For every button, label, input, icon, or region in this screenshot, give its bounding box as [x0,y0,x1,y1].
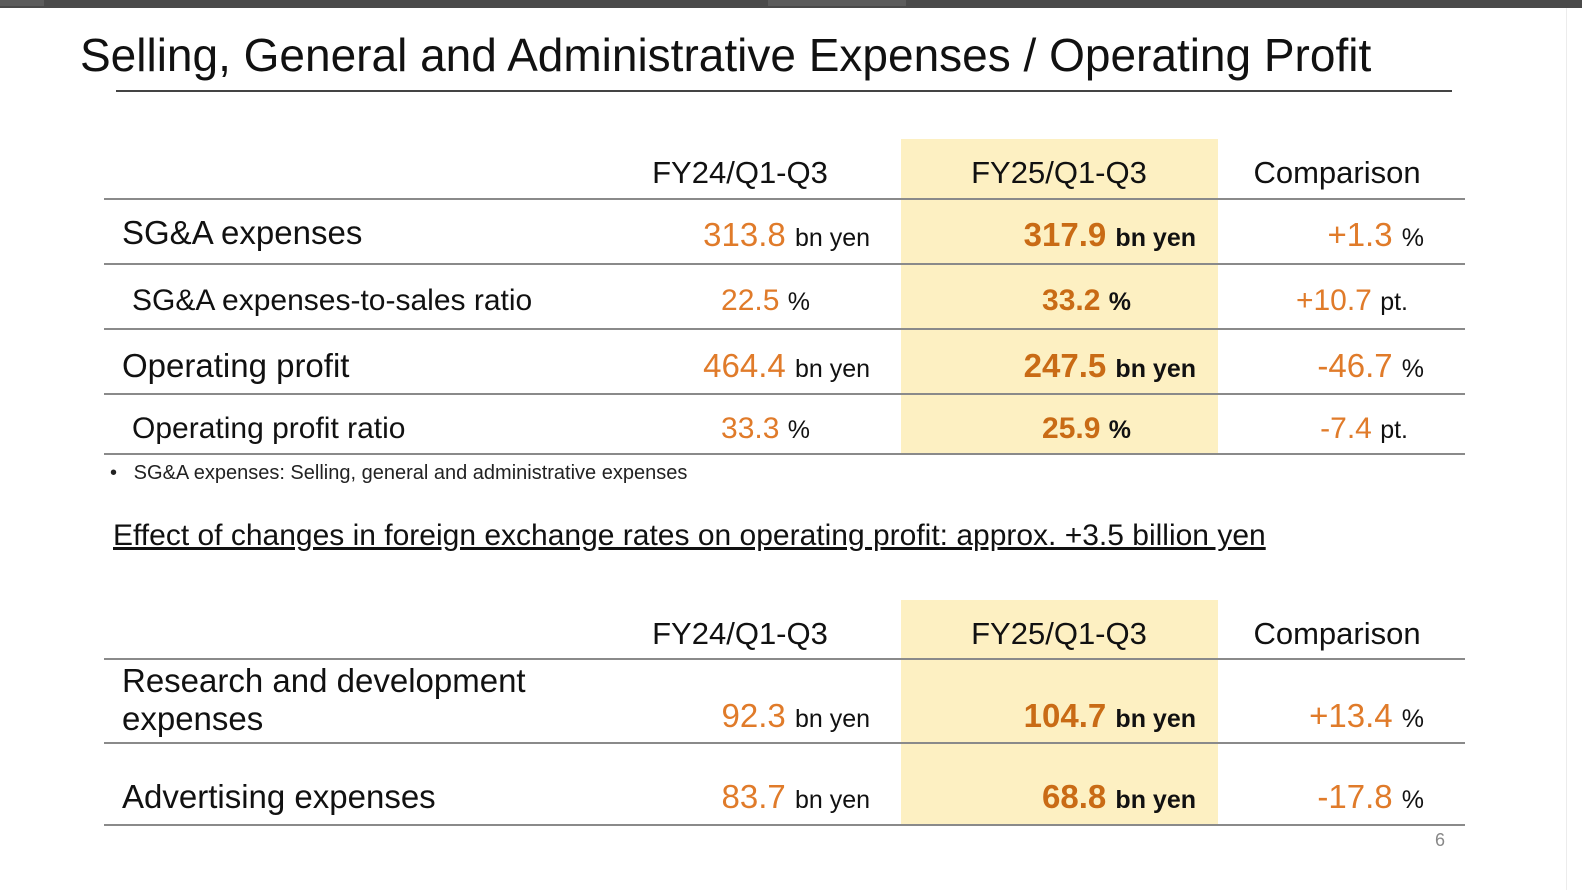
row-label: SG&A expenses-to-sales ratio [132,284,533,317]
footnote: • SG&A expenses: Selling, general and ad… [110,462,688,484]
window-top-bar [0,0,1582,8]
row-label: SG&A expenses [122,214,363,251]
cmp-unit: pt. [1380,288,1408,316]
table-rule [104,393,1465,395]
fy25-value: 317.9 [1023,216,1107,253]
fy25-cell: 33.2 % [901,281,1131,322]
fy24-cell: 83.7 bn yen [574,777,870,820]
comparison-cell: +10.7 pt. [1224,281,1408,322]
fx-effect-note: Effect of changes in foreign exchange ra… [113,519,1266,552]
cmp-value: -7.4 [1320,412,1372,445]
cmp-value: -46.7 [1317,347,1393,384]
header-fy25: FY25/Q1-Q3 [971,155,1147,190]
cmp-unit: pt. [1380,416,1408,444]
header-comparison: Comparison [1253,616,1421,651]
top-bar-tab [0,0,44,6]
fy25-unit: bn yen [1115,355,1196,383]
comparison-cell: +13.4 % [1224,696,1424,739]
cmp-unit: % [1401,224,1424,252]
fy25-highlight-column [901,600,1218,826]
fy25-value: 247.5 [1023,347,1107,384]
comparison-cell: -46.7 % [1224,346,1424,389]
table-row: SG&A expenses-to-sales ratio 22.5 % 33.2… [104,265,1465,328]
table-rule [104,824,1465,826]
fy24-value: 464.4 [703,347,786,384]
fy25-cell: 25.9 % [901,409,1131,450]
cmp-unit: % [1401,786,1424,814]
page-title: Selling, General and Administrative Expe… [80,29,1372,81]
table-row: Advertising expenses 83.7 bn yen 68.8 bn… [104,744,1465,824]
fy24-unit: bn yen [794,705,870,733]
fy24-unit: % [787,416,810,444]
row-label-line2: expenses [122,700,264,737]
cmp-value: +13.4 [1309,697,1393,734]
top-bar-tab [768,0,906,6]
cmp-value: +1.3 [1327,216,1393,253]
page-number: 6 [1435,830,1446,850]
sga-table: FY24/Q1-Q3 FY25/Q1-Q3 Comparison SG&A ex… [104,139,1465,455]
expenses-table: FY24/Q1-Q3 FY25/Q1-Q3 Comparison Researc… [104,600,1465,826]
comparison-cell: +1.3 % [1224,215,1424,258]
cmp-unit: % [1401,355,1424,383]
fy24-unit: bn yen [794,224,870,252]
fy25-unit: bn yen [1115,224,1196,252]
cmp-unit: % [1401,705,1424,733]
table-row: Research and development expenses 92.3 b… [104,660,1465,742]
fy24-cell: 22.5 % [574,281,810,322]
table-rule [104,453,1465,455]
table-row: Operating profit 464.4 bn yen 247.5 bn y… [104,330,1465,393]
footnote-text: SG&A expenses: Selling, general and admi… [133,462,688,484]
fy25-highlight-column [901,139,1218,455]
table-rule [104,328,1465,330]
table-header: FY24/Q1-Q3 FY25/Q1-Q3 Comparison [104,139,1465,199]
fy25-value: 33.2 [1042,284,1101,317]
header-comparison: Comparison [1253,155,1421,190]
fy24-value: 92.3 [721,697,786,734]
comparison-cell: -17.8 % [1224,777,1424,820]
fy25-unit: bn yen [1115,705,1196,733]
fy25-cell: 317.9 bn yen [901,215,1196,258]
fy24-value: 313.8 [703,216,786,253]
fy24-cell: 92.3 bn yen [574,696,870,739]
header-fy24: FY24/Q1-Q3 [652,616,828,651]
fy25-cell: 247.5 bn yen [901,346,1196,389]
fy25-value: 25.9 [1042,412,1101,445]
fy25-unit: % [1108,416,1131,444]
cmp-value: -17.8 [1317,778,1393,815]
header-fy24: FY24/Q1-Q3 [652,155,828,190]
fy24-cell: 33.3 % [574,409,810,450]
fy25-cell: 104.7 bn yen [901,696,1196,739]
row-label: Operating profit [122,347,350,384]
row-label: Operating profit ratio [132,412,406,445]
table-rule [104,198,1465,200]
fy24-value: 33.3 [721,412,780,445]
fy24-cell: 313.8 bn yen [574,215,870,258]
fy25-value: 104.7 [1023,697,1107,734]
fy25-cell: 68.8 bn yen [901,777,1196,820]
table-row: Operating profit ratio 33.3 % 25.9 % -7.… [104,395,1465,453]
fy25-unit: bn yen [1115,786,1196,814]
fy25-unit: % [1108,288,1131,316]
row-label-line1: Research and development [122,662,526,699]
fy25-value: 68.8 [1042,778,1107,815]
slide-edge [1566,8,1582,890]
fy24-value: 83.7 [721,778,786,815]
comparison-cell: -7.4 pt. [1224,409,1408,450]
fy24-unit: bn yen [794,786,870,814]
table-row: SG&A expenses 313.8 bn yen 317.9 bn yen … [104,200,1465,263]
header-fy25: FY25/Q1-Q3 [971,616,1147,651]
fy24-unit: bn yen [794,355,870,383]
row-label: Advertising expenses [122,778,436,815]
table-rule [104,658,1465,660]
cmp-value: +10.7 [1295,284,1372,317]
table-rule [104,263,1465,265]
fy24-value: 22.5 [721,284,780,317]
fy24-unit: % [787,288,810,316]
table-header: FY24/Q1-Q3 FY25/Q1-Q3 Comparison [104,600,1465,660]
table-rule [104,742,1465,744]
title-underline [116,90,1452,92]
fy24-cell: 464.4 bn yen [574,346,870,389]
